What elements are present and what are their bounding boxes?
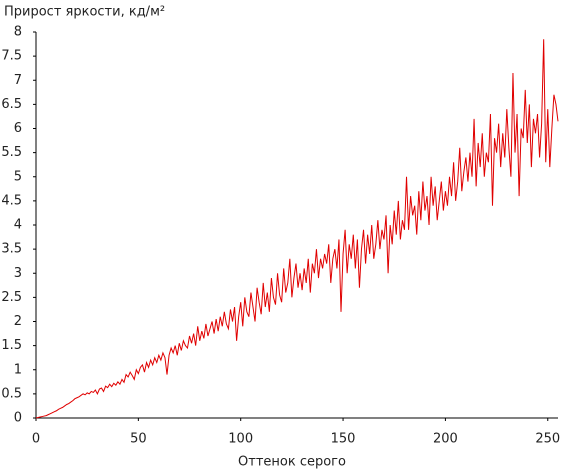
- y-tick-label: 5.5: [1, 145, 22, 160]
- y-tick-label: 2.5: [1, 290, 22, 305]
- y-tick-label: 0.5: [1, 386, 22, 401]
- y-tick-label: 4: [14, 218, 22, 233]
- y-tick-label: 0: [14, 411, 22, 426]
- y-tick-label: 8: [14, 25, 22, 40]
- y-tick-label: 5: [14, 169, 22, 184]
- y-tick-label: 2: [14, 314, 22, 329]
- y-tick-label: 3.5: [1, 242, 22, 257]
- x-tick-label: 200: [433, 432, 458, 447]
- data-line: [35, 39, 559, 419]
- x-tick-label: 150: [331, 432, 356, 447]
- x-tick-label: 0: [32, 432, 40, 447]
- y-tick-label: 1: [14, 362, 22, 377]
- x-tick-label: 50: [130, 432, 147, 447]
- y-tick-label: 1.5: [1, 338, 22, 353]
- y-tick-label: 3: [14, 266, 22, 281]
- x-axis-label: Оттенок серого: [238, 455, 346, 470]
- x-tick-label: 100: [228, 432, 253, 447]
- y-tick-label: 4.5: [1, 193, 22, 208]
- y-tick-label: 6: [14, 121, 22, 136]
- y-tick-label: 6.5: [1, 97, 22, 112]
- chart-title: Прирост яркости, кд/м²: [4, 5, 165, 20]
- x-tick-label: 250: [535, 432, 560, 447]
- y-tick-label: 7: [14, 73, 22, 88]
- y-tick-label: 7.5: [1, 49, 22, 64]
